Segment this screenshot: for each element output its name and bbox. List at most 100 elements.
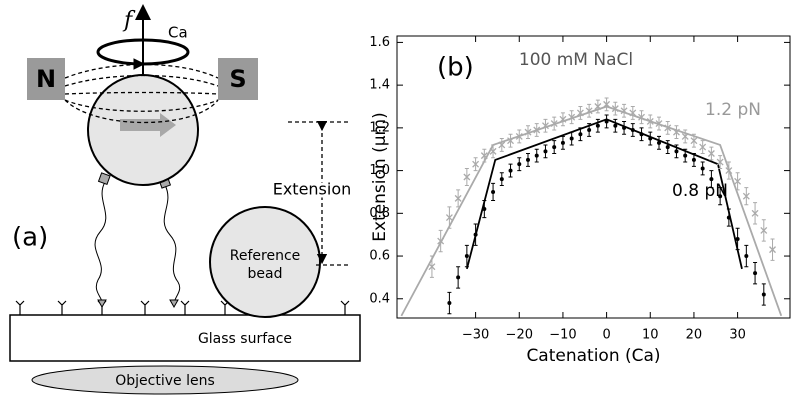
series-label: 0.8 pN bbox=[672, 181, 728, 201]
x-tick-label: −20 bbox=[506, 328, 533, 343]
annotation: 100 mM NaCl bbox=[519, 50, 633, 70]
data-point bbox=[437, 237, 445, 245]
linker bbox=[97, 172, 111, 186]
x-tick-label: 30 bbox=[729, 328, 746, 343]
data-point bbox=[655, 120, 663, 128]
data-point bbox=[428, 263, 436, 271]
data-point bbox=[585, 107, 593, 115]
data-point bbox=[744, 254, 749, 259]
data-point bbox=[673, 128, 680, 136]
data-point bbox=[718, 194, 723, 199]
data-point bbox=[499, 177, 504, 182]
data-point bbox=[533, 126, 541, 134]
data-point bbox=[517, 162, 522, 167]
y-tick-label: 1.0 bbox=[369, 163, 390, 178]
plot-frame bbox=[396, 35, 791, 319]
reference-label: bead bbox=[248, 266, 283, 282]
data-point bbox=[683, 153, 688, 158]
lens-label: Objective lens bbox=[115, 373, 215, 389]
tether bbox=[94, 181, 107, 306]
data-point bbox=[482, 207, 487, 212]
data-point bbox=[526, 157, 530, 162]
panel-a: Objective lens Glass surface N S f Ca Re… bbox=[9, 4, 361, 395]
force-label: f bbox=[122, 8, 136, 33]
data-point bbox=[629, 109, 637, 117]
surface bbox=[9, 314, 361, 362]
rotation-label: Ca bbox=[168, 24, 188, 42]
data-point bbox=[769, 246, 776, 254]
data-point bbox=[587, 128, 592, 132]
data-point bbox=[699, 143, 707, 151]
data-point bbox=[665, 145, 670, 150]
data-point bbox=[550, 120, 558, 128]
data-point bbox=[507, 137, 514, 145]
linker bbox=[97, 299, 179, 309]
data-point bbox=[664, 124, 672, 132]
data-point bbox=[639, 132, 644, 137]
data-point bbox=[648, 136, 653, 141]
data-point bbox=[552, 145, 557, 150]
data-point bbox=[681, 132, 689, 140]
data-point bbox=[761, 292, 766, 297]
data-point bbox=[707, 150, 715, 157]
data-point bbox=[559, 115, 567, 123]
data-point bbox=[569, 136, 574, 141]
tether bbox=[163, 184, 181, 306]
magnetization-arrow bbox=[120, 113, 176, 137]
data-point bbox=[603, 100, 611, 108]
data-point bbox=[690, 137, 698, 145]
data-point bbox=[753, 271, 758, 276]
data-point bbox=[638, 113, 645, 121]
data-point bbox=[611, 105, 619, 113]
y-tick-label: 0.6 bbox=[369, 249, 390, 264]
magnet bbox=[27, 58, 65, 100]
data-point bbox=[657, 140, 661, 145]
data-point bbox=[709, 177, 714, 182]
data-point bbox=[742, 192, 750, 200]
x-tick-label: −30 bbox=[462, 328, 489, 343]
data-point bbox=[560, 140, 565, 145]
data-point bbox=[447, 301, 452, 306]
data-point bbox=[515, 132, 523, 140]
data-point bbox=[604, 119, 609, 124]
data-point bbox=[751, 209, 759, 217]
data-point bbox=[524, 128, 532, 136]
data-point bbox=[473, 232, 478, 237]
panel-b: 0.4 0.6 0.8 1.0 1.2 1.4 1.6 −30 −20 −10 0 10 20 30 Cat… bbox=[369, 35, 791, 366]
data-point bbox=[646, 117, 654, 125]
data-point bbox=[622, 125, 627, 130]
data-point bbox=[726, 215, 731, 220]
data-point bbox=[691, 157, 696, 162]
surface-label: Glass surface bbox=[198, 331, 292, 347]
data-point bbox=[674, 149, 679, 154]
data-point bbox=[725, 167, 733, 175]
x-tick-label: 0 bbox=[602, 328, 610, 343]
data-point bbox=[620, 107, 628, 115]
data-point bbox=[543, 149, 548, 154]
x-tick-label: 20 bbox=[686, 328, 703, 343]
y-axis-label: Extension (μm) bbox=[370, 112, 390, 242]
data-point bbox=[489, 147, 497, 155]
y-tick-label: 1.2 bbox=[369, 120, 390, 135]
data-point bbox=[456, 275, 461, 280]
data-point bbox=[472, 160, 480, 168]
x-tick-label: −10 bbox=[549, 328, 576, 343]
data-point bbox=[498, 141, 506, 149]
reference-label: Reference bbox=[230, 248, 301, 264]
data-point bbox=[716, 158, 724, 166]
data-point bbox=[464, 254, 469, 259]
x-tick-label: 10 bbox=[642, 328, 659, 343]
y-tick-label: 1.4 bbox=[369, 78, 390, 93]
data-point bbox=[613, 123, 618, 128]
data-point bbox=[576, 109, 584, 117]
data-point bbox=[534, 153, 539, 158]
magnet-label: N bbox=[36, 65, 56, 93]
panel-label: (a) bbox=[12, 223, 48, 253]
data-point bbox=[568, 113, 576, 121]
x-axis-label: Catenation (Ca) bbox=[526, 346, 660, 366]
magnet-label: S bbox=[229, 65, 246, 93]
data-point bbox=[445, 214, 453, 222]
data-point bbox=[454, 194, 462, 202]
data-point bbox=[594, 103, 602, 110]
